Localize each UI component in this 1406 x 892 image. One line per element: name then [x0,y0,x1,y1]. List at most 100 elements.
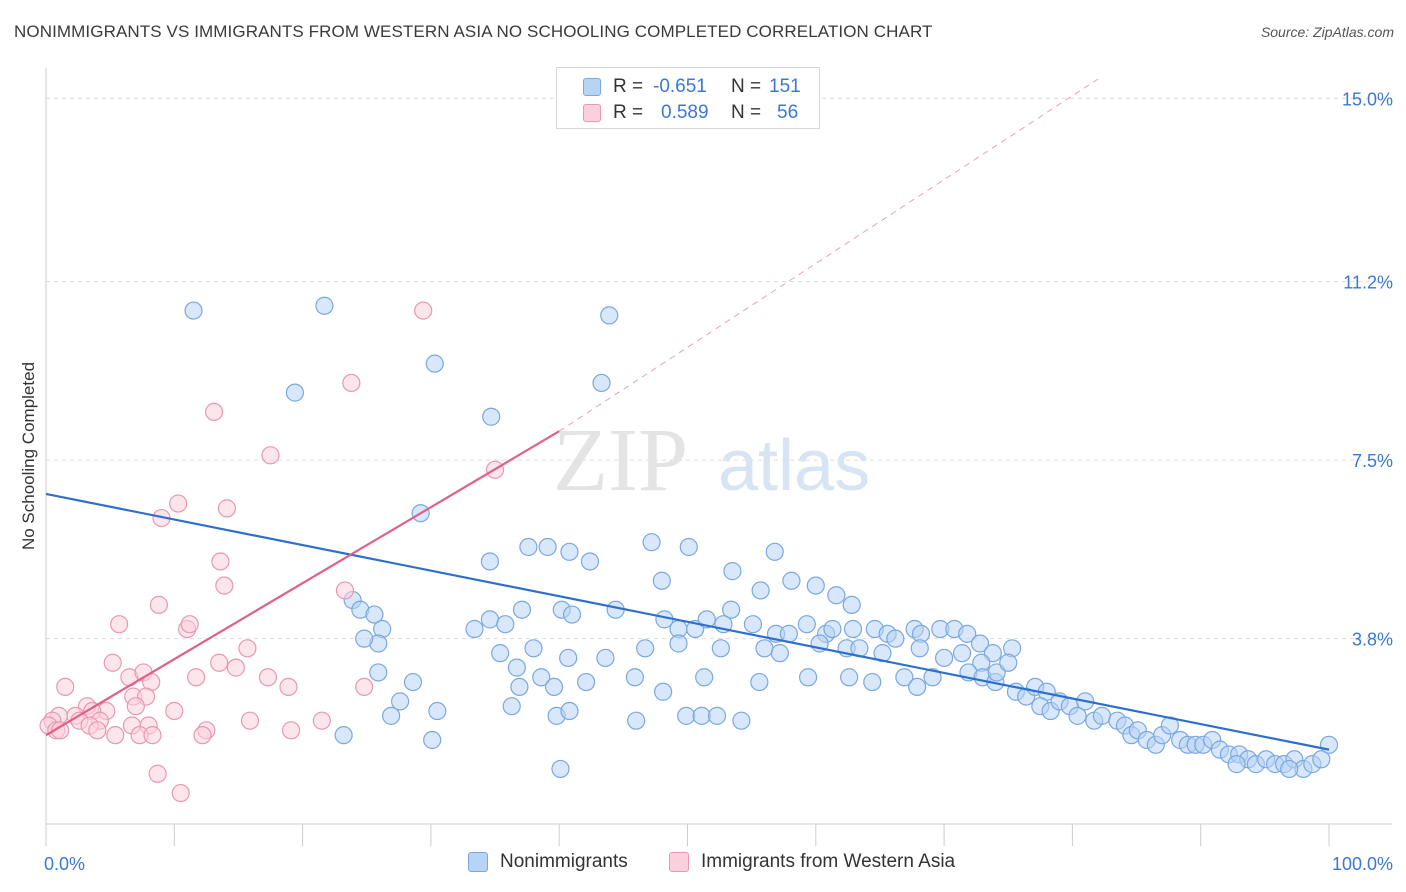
point-nonimmigrant [755,639,774,658]
point-nonimmigrant [482,407,501,426]
point-nonimmigrant [524,639,543,658]
point-nonimmigrant [751,581,770,600]
point-immigrant [56,677,75,697]
r-label: R = [613,76,644,97]
point-nonimmigrant [532,668,551,687]
point-immigrant [169,494,188,513]
trend-extension-immigrants [558,78,1099,432]
point-nonimmigrant [765,542,784,561]
point-nonimmigrant [1068,706,1087,725]
point-nonimmigrant [403,672,423,692]
point-nonimmigrant [770,644,789,663]
point-nonimmigrant [1312,750,1331,769]
point-nonimmigrant [465,619,484,639]
point-nonimmigrant [1227,755,1246,774]
point-nonimmigrant [711,639,730,658]
watermark-zip: ZIP [553,411,688,510]
point-immigrant [103,653,122,672]
point-nonimmigrant [480,552,500,571]
point-immigrant [215,576,234,595]
point-immigrant [240,711,260,730]
point-nonimmigrant [652,571,671,590]
point-nonimmigrant [510,677,529,697]
point-immigrant [226,658,245,677]
r-value: 0.589 [661,102,709,123]
point-nonimmigrant [642,533,661,552]
y-tick-label: 11.2% [1343,273,1393,293]
stat-swatch-nonimmigrants [583,78,601,96]
point-nonimmigrant [596,648,615,668]
point-immigrant [110,615,129,634]
point-nonimmigrant [923,668,942,687]
point-nonimmigrant [538,537,557,557]
point-nonimmigrant [334,726,353,745]
axes [45,68,1392,846]
point-nonimmigrant [636,639,655,658]
x-tick-label: 100.0% [1332,854,1393,874]
point-nonimmigrant [559,648,578,668]
y-tick-label: 15.0% [1342,89,1393,109]
point-nonimmigrant [827,586,846,605]
point-nonimmigrant [425,354,444,373]
x-tick-labels: 0.0% 100.0% [44,854,1393,874]
n-label: N = [731,102,762,123]
y-tick-labels: 15.0% 11.2% 7.5% 3.8% [1342,89,1393,649]
point-immigrant [126,697,145,716]
point-immigrant [312,711,331,730]
point-nonimmigrant [677,706,696,725]
point-immigrant [204,402,224,422]
point-nonimmigrant [491,644,510,663]
r-value: -0.651 [653,76,707,97]
point-nonimmigrant [863,672,882,692]
point-nonimmigrant [625,668,644,687]
point-nonimmigrant [627,711,646,730]
point-immigrant [258,668,278,687]
point-nonimmigrant [365,605,384,624]
point-immigrant [261,446,280,465]
point-nonimmigrant [285,383,305,402]
point-nonimmigrant [315,296,334,315]
point-nonimmigrant [722,600,741,619]
point-immigrant [281,721,301,740]
point-nonimmigrant [934,648,954,668]
n-label: N = [731,76,762,97]
data-points [39,296,1339,803]
point-nonimmigrant [507,658,526,677]
point-nonimmigrant [512,600,532,619]
point-nonimmigrant [391,692,410,711]
point-immigrant [279,677,298,697]
point-nonimmigrant [723,562,742,581]
point-nonimmigrant [577,672,596,692]
point-nonimmigrant [799,668,818,687]
point-immigrant [171,783,190,803]
point-nonimmigrant [679,537,698,557]
point-nonimmigrant [843,619,863,639]
trend-lines [45,78,1330,751]
point-nonimmigrant [382,706,401,725]
point-nonimmigrant [797,615,816,634]
trend-line-immigrants [45,430,560,737]
point-immigrant [149,595,169,614]
point-nonimmigrant [782,571,801,590]
y-axis-label: No Schooling Completed [19,362,38,550]
point-nonimmigrant [355,629,374,648]
point-nonimmigrant [692,706,711,725]
chart-title: NONIMMIGRANTS VS IMMIGRANTS FROM WESTERN… [14,22,933,41]
point-immigrant [414,301,433,320]
point-nonimmigrant [580,552,600,571]
point-nonimmigrant [970,634,990,653]
point-nonimmigrant [1280,759,1299,779]
point-nonimmigrant [654,682,673,701]
legend-swatch-immigrants [669,852,689,872]
n-value: 56 [777,102,799,123]
point-immigrant [210,653,229,672]
point-nonimmigrant [908,677,927,697]
point-immigrant [211,552,230,571]
legend-swatch-nonimmigrants [468,852,488,872]
stat-swatch-immigrants [583,104,601,122]
point-immigrant [51,721,70,740]
point-nonimmigrant [743,615,763,634]
point-nonimmigrant [707,706,727,725]
point-immigrant [187,668,206,687]
